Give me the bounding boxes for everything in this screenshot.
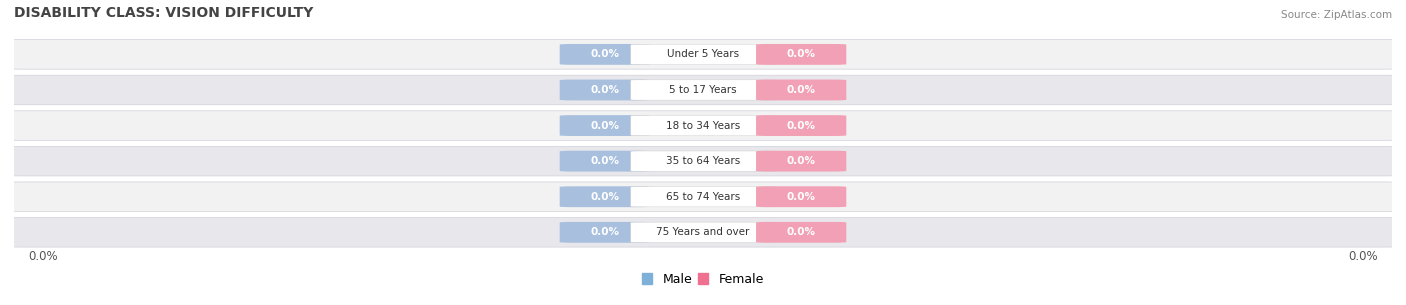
FancyBboxPatch shape bbox=[756, 222, 846, 243]
Text: 35 to 64 Years: 35 to 64 Years bbox=[666, 156, 740, 166]
Text: 18 to 34 Years: 18 to 34 Years bbox=[666, 120, 740, 131]
FancyBboxPatch shape bbox=[631, 115, 775, 136]
Text: 0.0%: 0.0% bbox=[591, 120, 619, 131]
FancyBboxPatch shape bbox=[756, 115, 846, 136]
FancyBboxPatch shape bbox=[560, 186, 650, 207]
Text: 75 Years and over: 75 Years and over bbox=[657, 227, 749, 237]
Text: 0.0%: 0.0% bbox=[787, 85, 815, 95]
Text: 0.0%: 0.0% bbox=[591, 227, 619, 237]
FancyBboxPatch shape bbox=[4, 75, 1402, 105]
FancyBboxPatch shape bbox=[4, 182, 1402, 211]
FancyBboxPatch shape bbox=[756, 44, 846, 65]
Text: 0.0%: 0.0% bbox=[28, 250, 58, 263]
FancyBboxPatch shape bbox=[631, 80, 775, 100]
Text: 65 to 74 Years: 65 to 74 Years bbox=[666, 192, 740, 202]
Text: DISABILITY CLASS: VISION DIFFICULTY: DISABILITY CLASS: VISION DIFFICULTY bbox=[14, 5, 314, 20]
Text: 0.0%: 0.0% bbox=[591, 85, 619, 95]
FancyBboxPatch shape bbox=[756, 186, 846, 207]
Text: 0.0%: 0.0% bbox=[787, 120, 815, 131]
Text: 0.0%: 0.0% bbox=[787, 49, 815, 59]
Text: 5 to 17 Years: 5 to 17 Years bbox=[669, 85, 737, 95]
FancyBboxPatch shape bbox=[560, 80, 650, 100]
FancyBboxPatch shape bbox=[560, 115, 650, 136]
Text: 0.0%: 0.0% bbox=[1348, 250, 1378, 263]
Text: Under 5 Years: Under 5 Years bbox=[666, 49, 740, 59]
FancyBboxPatch shape bbox=[4, 111, 1402, 140]
FancyBboxPatch shape bbox=[631, 151, 775, 171]
Text: Source: ZipAtlas.com: Source: ZipAtlas.com bbox=[1281, 9, 1392, 20]
FancyBboxPatch shape bbox=[560, 44, 650, 65]
Text: 0.0%: 0.0% bbox=[591, 156, 619, 166]
FancyBboxPatch shape bbox=[4, 217, 1402, 247]
Text: 0.0%: 0.0% bbox=[787, 156, 815, 166]
Text: 0.0%: 0.0% bbox=[787, 227, 815, 237]
Legend: Male, Female: Male, Female bbox=[637, 268, 769, 291]
FancyBboxPatch shape bbox=[4, 146, 1402, 176]
Text: 0.0%: 0.0% bbox=[591, 192, 619, 202]
Text: 0.0%: 0.0% bbox=[787, 192, 815, 202]
Text: 0.0%: 0.0% bbox=[591, 49, 619, 59]
FancyBboxPatch shape bbox=[560, 151, 650, 172]
FancyBboxPatch shape bbox=[4, 40, 1402, 69]
FancyBboxPatch shape bbox=[756, 80, 846, 100]
FancyBboxPatch shape bbox=[631, 222, 775, 242]
FancyBboxPatch shape bbox=[631, 187, 775, 207]
FancyBboxPatch shape bbox=[756, 151, 846, 172]
FancyBboxPatch shape bbox=[631, 44, 775, 65]
FancyBboxPatch shape bbox=[560, 222, 650, 243]
